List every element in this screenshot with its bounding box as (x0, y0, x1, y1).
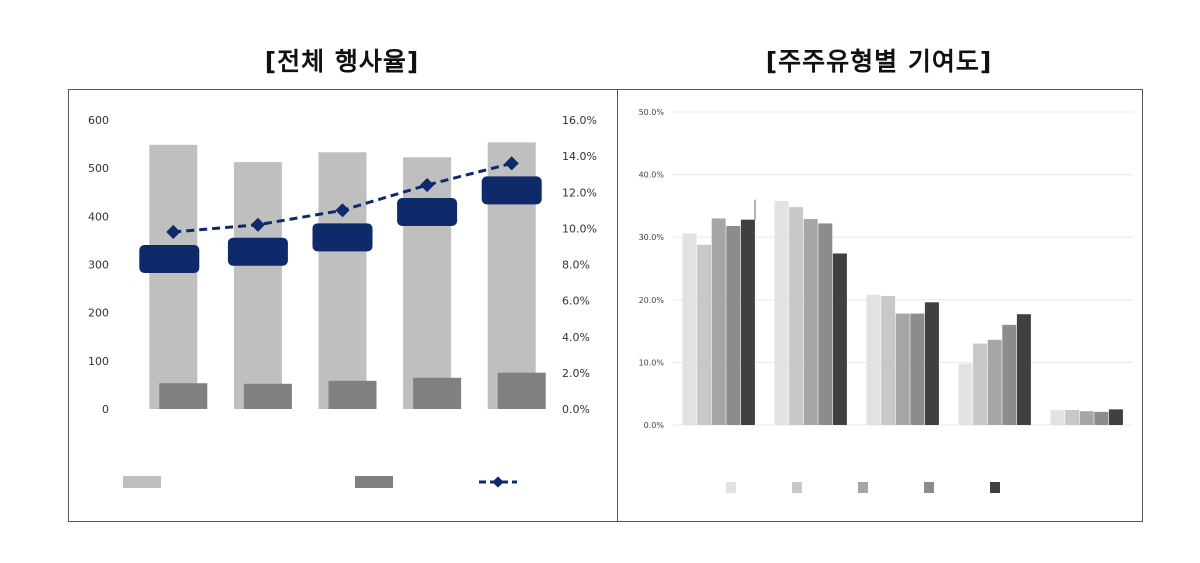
contribution-bar (895, 313, 910, 425)
y-axis-tick-label: 100 (88, 355, 109, 368)
right-chart-title: [주주유형별 기여도] (765, 47, 993, 76)
y2-axis-tick-label: 6.0% (562, 295, 590, 308)
y-axis-tick-label: 600 (88, 114, 109, 127)
legend-swatch (858, 482, 868, 493)
y2-axis-tick-label: 0.0% (562, 403, 590, 416)
contribution-bar (1094, 411, 1109, 425)
contribution-bar (973, 343, 988, 425)
exercised-shares-bar (159, 383, 208, 409)
y2-axis-tick-label: 4.0% (562, 331, 590, 344)
y2-axis-tick-label: 16.0% (562, 114, 597, 127)
left-chart-panel: 0 100 200 300 400 500 600 0.0% 2.0% 4.0% 6.0% 8.0% 1… (68, 89, 618, 522)
y-axis-tick-label: 200 (88, 307, 109, 320)
y-axis-tick-label: 30.0% (639, 233, 665, 242)
contribution-bar (832, 253, 847, 425)
contribution-bar (774, 200, 789, 425)
y-axis-tick-label: 0 (102, 403, 109, 416)
legend-swatch-total-shares (123, 476, 161, 488)
exercised-shares-bar (413, 377, 462, 409)
exercise-rate-label-box (227, 237, 288, 266)
contribution-bar (1065, 409, 1080, 425)
contribution-bar (818, 223, 833, 425)
right-chart-panel: 0.0% 10.0% 20.0% 30.0% 40.0% 50.0% (617, 89, 1143, 522)
y2-axis-tick-label: 8.0% (562, 259, 590, 272)
y2-axis-tick-label: 10.0% (562, 222, 597, 235)
y-axis-tick-label: 40.0% (639, 171, 665, 180)
exercise-rate-point-marker (335, 203, 350, 218)
y-axis-tick-label: 0.0% (644, 421, 665, 430)
legend-swatch (726, 482, 736, 493)
contribution-bar (987, 339, 1002, 425)
y-axis-tick-label: 10.0% (639, 358, 665, 367)
y2-axis-tick-label: 14.0% (562, 150, 597, 163)
contribution-bar (1016, 314, 1031, 425)
exercise-rate-point-marker (250, 217, 265, 232)
contribution-bar (910, 313, 925, 425)
contribution-bar (789, 207, 804, 425)
exercise-rate-label-box (312, 223, 373, 252)
legend-swatch (924, 482, 934, 493)
contribution-bar (866, 294, 881, 425)
legend-swatch (792, 482, 802, 493)
left-chart-title: [전체 행사율] (264, 47, 420, 76)
exercise-rate-point-marker (504, 156, 519, 171)
contribution-bar (697, 244, 712, 425)
exercise-rate-chart: 0 100 200 300 400 500 600 0.0% 2.0% 4.0% 6.0% 8.0% 1… (88, 114, 597, 488)
contribution-bar (1079, 411, 1094, 425)
contribution-bar (1002, 324, 1017, 425)
contribution-bar (682, 233, 697, 425)
exercised-shares-bar (243, 383, 292, 409)
contribution-bar (924, 302, 939, 425)
exercise-rate-label-box (397, 198, 458, 227)
legend-swatch-exercised-shares (355, 476, 393, 488)
legend-marker-exercise-rate (492, 476, 504, 488)
contribution-bar (803, 219, 818, 425)
exercised-shares-bar (328, 380, 377, 409)
total-shares-bar (149, 144, 198, 409)
y2-axis-tick-label: 12.0% (562, 186, 597, 199)
contribution-by-shareholder-chart: 0.0% 10.0% 20.0% 30.0% 40.0% 50.0% (639, 108, 1133, 493)
total-shares-bar (403, 157, 452, 409)
legend-swatch (990, 482, 1000, 493)
exercise-rate-point-marker (420, 177, 435, 193)
y2-axis-tick-label: 2.0% (562, 367, 590, 380)
contribution-bar (740, 219, 755, 425)
contribution-bar (958, 363, 973, 425)
contribution-bar (881, 296, 896, 425)
contribution-bar (1108, 409, 1123, 425)
exercise-rate-label-box (139, 244, 200, 273)
y-axis-tick-label: 500 (88, 162, 109, 175)
y-axis-tick-label: 300 (88, 259, 109, 272)
total-shares-bar (233, 162, 282, 409)
y-axis-tick-label: 400 (88, 210, 109, 223)
contribution-bar (726, 225, 741, 425)
contribution-bar (711, 218, 726, 425)
y-axis-tick-label: 20.0% (639, 296, 665, 305)
y-axis-tick-label: 50.0% (639, 108, 665, 117)
total-shares-bar (318, 152, 367, 409)
exercised-shares-bar (497, 372, 546, 409)
contribution-bar (1050, 409, 1065, 425)
exercise-rate-label-box (481, 176, 542, 205)
